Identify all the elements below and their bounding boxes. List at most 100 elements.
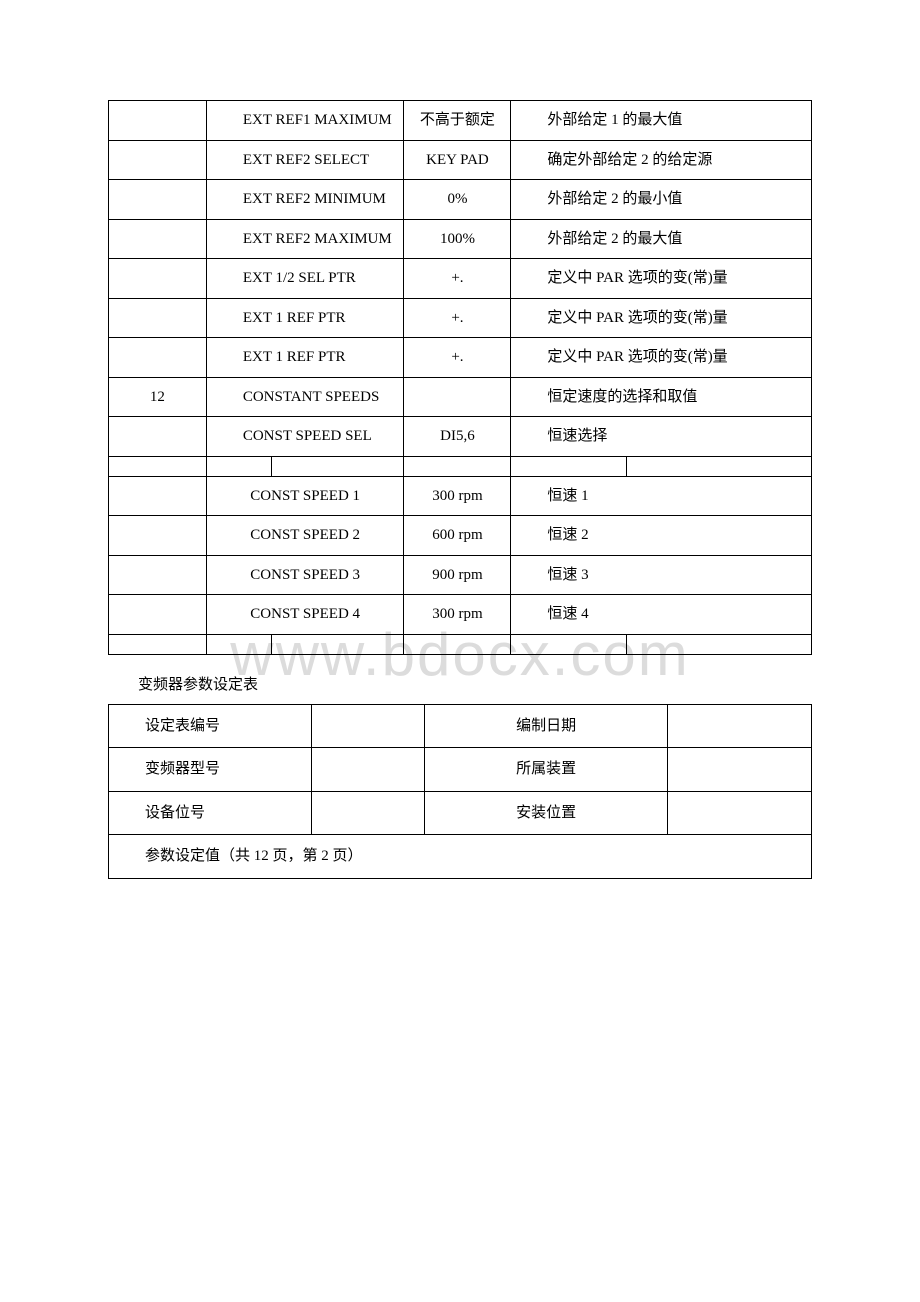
table-thin-row-2 (109, 634, 812, 654)
cell-label: 变频器型号 (109, 748, 312, 792)
cell: EXT REF2 SELECT (206, 140, 404, 180)
table-row: 12CONSTANT SPEEDS 恒定速度的选择和取值 (109, 377, 812, 417)
table-row: 设备位号 安装位置 (109, 791, 812, 835)
table-row: CONST SPEED 4300 rpm恒速 4 (109, 595, 812, 635)
table-body-a: EXT REF1 MAXIMUM不高于额定外部给定 1 的最大值EXT REF2… (109, 101, 812, 457)
cell (109, 555, 207, 595)
cell: DI5,6 (404, 417, 511, 457)
table-row: EXT 1 REF PTR+.定义中 PAR 选项的变(常)量 (109, 298, 812, 338)
cell: CONSTANT SPEEDS (206, 377, 404, 417)
cell: 恒速 4 (511, 595, 812, 635)
cell: KEY PAD (404, 140, 511, 180)
cell-value (311, 748, 424, 792)
table-row: EXT REF2 SELECTKEY PAD确定外部给定 2 的给定源 (109, 140, 812, 180)
cell-value (311, 791, 424, 835)
cell: 恒速 3 (511, 555, 812, 595)
cell-value (668, 748, 812, 792)
cell: CONST SPEED 4 (206, 595, 404, 635)
cell: 900 rpm (404, 555, 511, 595)
cell: 12 (109, 377, 207, 417)
table-row: EXT REF2 MAXIMUM100%外部给定 2 的最大值 (109, 219, 812, 259)
cell: 0% (404, 180, 511, 220)
cell (109, 180, 207, 220)
cell: +. (404, 298, 511, 338)
cell: 恒速 1 (511, 476, 812, 516)
cell: 外部给定 2 的最大值 (511, 219, 812, 259)
table-thin-row (109, 456, 812, 476)
cell: 定义中 PAR 选项的变(常)量 (511, 259, 812, 299)
cell (109, 516, 207, 556)
cell: 300 rpm (404, 595, 511, 635)
cell: 恒速 2 (511, 516, 812, 556)
cell (627, 634, 812, 654)
cell: +. (404, 338, 511, 378)
cell-label: 设定表编号 (109, 704, 312, 748)
cell: 600 rpm (404, 516, 511, 556)
table-row: 变频器型号 所属装置 (109, 748, 812, 792)
cell-label: 编制日期 (425, 704, 668, 748)
table-row: EXT REF1 MAXIMUM不高于额定外部给定 1 的最大值 (109, 101, 812, 141)
table-row (109, 634, 812, 654)
cell: EXT 1/2 SEL PTR (206, 259, 404, 299)
table-row: CONST SPEED 1300 rpm恒速 1 (109, 476, 812, 516)
parameter-table: EXT REF1 MAXIMUM不高于额定外部给定 1 的最大值EXT REF2… (108, 100, 812, 655)
cell (109, 101, 207, 141)
table-row: EXT REF2 MINIMUM0%外部给定 2 的最小值 (109, 180, 812, 220)
cell (109, 338, 207, 378)
cell: CONST SPEED 3 (206, 555, 404, 595)
cell (206, 456, 272, 476)
table-row: EXT 1/2 SEL PTR+.定义中 PAR 选项的变(常)量 (109, 259, 812, 299)
cell: CONST SPEED 1 (206, 476, 404, 516)
cell (511, 456, 627, 476)
cell: 恒速选择 (511, 417, 812, 457)
table-row: CONST SPEED 3900 rpm恒速 3 (109, 555, 812, 595)
cell (206, 634, 272, 654)
cell (109, 298, 207, 338)
cell: 不高于额定 (404, 101, 511, 141)
table-row (109, 456, 812, 476)
cell-label: 所属装置 (425, 748, 668, 792)
cell-span: 参数设定值（共 12 页，第 2 页） (109, 835, 812, 879)
cell (511, 634, 627, 654)
cell-value (311, 704, 424, 748)
cell: 确定外部给定 2 的给定源 (511, 140, 812, 180)
table-row: 设定表编号 编制日期 (109, 704, 812, 748)
cell: +. (404, 259, 511, 299)
cell (272, 634, 404, 654)
cell (404, 456, 511, 476)
cell-value (668, 704, 812, 748)
cell: CONST SPEED 2 (206, 516, 404, 556)
cell: EXT REF2 MINIMUM (206, 180, 404, 220)
cell: 外部给定 1 的最大值 (511, 101, 812, 141)
cell-value (668, 791, 812, 835)
table-row: CONST SPEED 2600 rpm恒速 2 (109, 516, 812, 556)
cell (109, 417, 207, 457)
cell: 100% (404, 219, 511, 259)
cell (404, 377, 511, 417)
cell-label: 设备位号 (109, 791, 312, 835)
cell: EXT REF1 MAXIMUM (206, 101, 404, 141)
cell (272, 456, 404, 476)
table-body-b: CONST SPEED 1300 rpm恒速 1CONST SPEED 2600… (109, 476, 812, 634)
table-row: EXT 1 REF PTR+.定义中 PAR 选项的变(常)量 (109, 338, 812, 378)
cell (404, 634, 511, 654)
cell (109, 456, 207, 476)
table-row: CONST SPEED SELDI5,6恒速选择 (109, 417, 812, 457)
cell: EXT REF2 MAXIMUM (206, 219, 404, 259)
cell (627, 456, 812, 476)
table-caption: 变频器参数设定表 (138, 673, 812, 694)
cell (109, 476, 207, 516)
cell (109, 140, 207, 180)
cell-label: 安装位置 (425, 791, 668, 835)
header-info-table: 设定表编号 编制日期 变频器型号 所属装置 设备位号 安装位置 参数设定值（共 … (108, 704, 812, 879)
cell: 定义中 PAR 选项的变(常)量 (511, 298, 812, 338)
cell: EXT 1 REF PTR (206, 298, 404, 338)
cell: 恒定速度的选择和取值 (511, 377, 812, 417)
cell (109, 259, 207, 299)
cell (109, 595, 207, 635)
cell: 定义中 PAR 选项的变(常)量 (511, 338, 812, 378)
cell (109, 219, 207, 259)
cell: 300 rpm (404, 476, 511, 516)
cell: EXT 1 REF PTR (206, 338, 404, 378)
cell (109, 634, 207, 654)
